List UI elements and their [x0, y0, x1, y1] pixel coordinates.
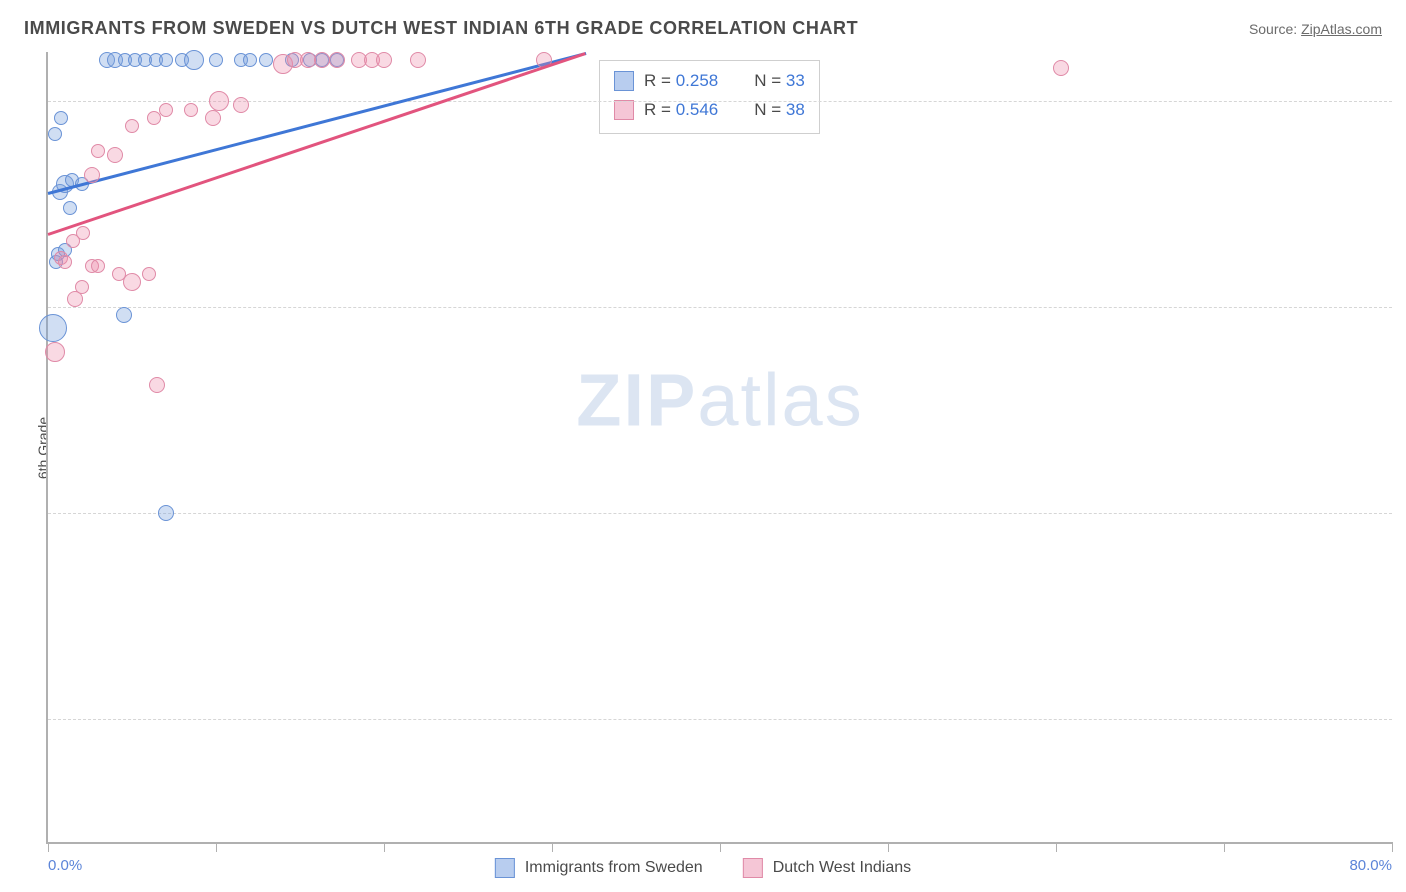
x-tick	[720, 842, 721, 852]
x-tick	[216, 842, 217, 852]
data-point	[233, 97, 249, 113]
series-legend: Immigrants from Sweden Dutch West Indians	[495, 858, 911, 878]
y-tick-label: 100.0%	[1398, 93, 1406, 110]
legend-r-label: R = 0.258	[644, 67, 718, 96]
data-point	[209, 91, 229, 111]
gridline	[48, 719, 1392, 720]
data-point	[159, 103, 173, 117]
source-link[interactable]: ZipAtlas.com	[1301, 21, 1382, 37]
gridline	[48, 513, 1392, 514]
y-tick-label: 95.0%	[1398, 504, 1406, 521]
x-tick-label: 0.0%	[48, 857, 82, 874]
source-prefix: Source:	[1249, 21, 1301, 37]
legend-n-label: N = 33	[754, 67, 805, 96]
data-point	[91, 144, 105, 158]
legend-item: Immigrants from Sweden	[495, 858, 703, 878]
chart-area: 6th Grade ZIPatlas R = 0.258N = 33R = 0.…	[46, 52, 1392, 844]
y-tick-label: 97.5%	[1398, 299, 1406, 316]
x-tick	[888, 842, 889, 852]
data-point	[205, 110, 221, 126]
data-point	[184, 103, 198, 117]
data-point	[91, 259, 105, 273]
data-point	[184, 50, 204, 70]
data-point	[159, 53, 173, 67]
data-point	[243, 53, 257, 67]
data-point	[116, 307, 132, 323]
chart-title: IMMIGRANTS FROM SWEDEN VS DUTCH WEST IND…	[24, 18, 858, 39]
data-point	[76, 226, 90, 240]
legend-row: R = 0.546 N = 38	[614, 96, 805, 125]
plot: ZIPatlas R = 0.258N = 33R = 0.546N = 38 …	[46, 52, 1392, 844]
x-tick	[384, 842, 385, 852]
data-point	[142, 267, 156, 281]
data-point	[314, 52, 330, 68]
legend-swatch	[743, 858, 763, 878]
legend-label: Immigrants from Sweden	[525, 859, 703, 877]
legend-n-label: N = 38	[754, 96, 805, 125]
data-point	[376, 52, 392, 68]
data-point	[84, 167, 100, 183]
data-point	[125, 119, 139, 133]
legend-swatch	[614, 100, 634, 120]
data-point	[158, 505, 174, 521]
data-point	[54, 111, 68, 125]
data-point	[410, 52, 426, 68]
data-point	[45, 342, 65, 362]
data-point	[107, 147, 123, 163]
data-point	[63, 201, 77, 215]
gridline	[48, 101, 1392, 102]
legend-label: Dutch West Indians	[773, 859, 911, 877]
source: Source: ZipAtlas.com	[1249, 21, 1382, 37]
data-point	[39, 314, 67, 342]
data-point	[209, 53, 223, 67]
data-point	[123, 273, 141, 291]
data-point	[58, 255, 72, 269]
trend-line	[48, 52, 587, 236]
data-point	[149, 377, 165, 393]
legend-row: R = 0.258 N = 33	[614, 67, 805, 96]
legend-swatch	[614, 71, 634, 91]
x-tick	[1056, 842, 1057, 852]
gridline	[48, 307, 1392, 308]
data-point	[1053, 60, 1069, 76]
x-tick	[1224, 842, 1225, 852]
x-tick-label: 80.0%	[1349, 857, 1392, 874]
legend-r-label: R = 0.546	[644, 96, 718, 125]
legend-swatch	[495, 858, 515, 878]
y-tick-label: 92.5%	[1398, 710, 1406, 727]
watermark: ZIPatlas	[576, 357, 863, 442]
x-tick	[552, 842, 553, 852]
x-tick	[1392, 842, 1393, 852]
x-tick	[48, 842, 49, 852]
data-point	[48, 127, 62, 141]
correlation-legend: R = 0.258 N = 33 R = 0.546 N = 38	[599, 60, 820, 134]
legend-item: Dutch West Indians	[743, 858, 911, 878]
data-point	[75, 280, 89, 294]
data-point	[329, 52, 345, 68]
data-point	[259, 53, 273, 67]
